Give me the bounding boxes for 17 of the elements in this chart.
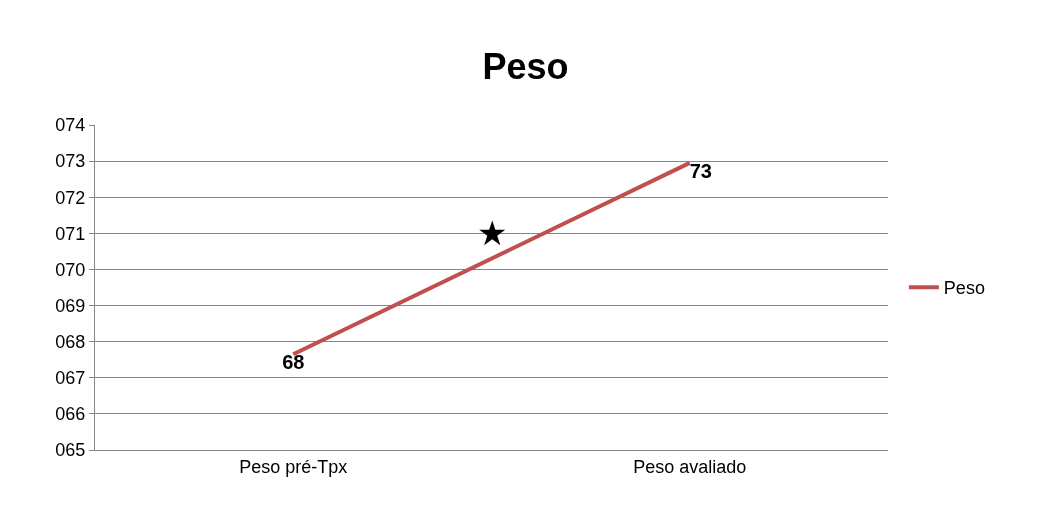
x-tick-label: Peso pré-Tpx <box>239 456 348 477</box>
y-tick-label: 074 <box>55 115 86 136</box>
y-tick-label: 072 <box>55 187 86 208</box>
x-tick-label: Peso avaliado <box>633 456 747 477</box>
y-tick-label: 070 <box>55 259 86 280</box>
y-tick-label: 068 <box>55 331 86 352</box>
y-tick-label: 066 <box>55 404 86 425</box>
chart-title: Peso <box>482 45 569 87</box>
y-tick-label: 069 <box>55 295 86 316</box>
y-tick-label: 073 <box>55 151 86 172</box>
annotation: ★ <box>477 213 508 253</box>
y-tick-label: 067 <box>55 368 86 389</box>
y-tick-label: 071 <box>55 223 86 244</box>
data-label: 73 <box>689 159 712 182</box>
legend-label: Peso <box>943 278 985 299</box>
y-tick-label: 065 <box>55 440 86 461</box>
data-label: 68 <box>282 351 305 374</box>
